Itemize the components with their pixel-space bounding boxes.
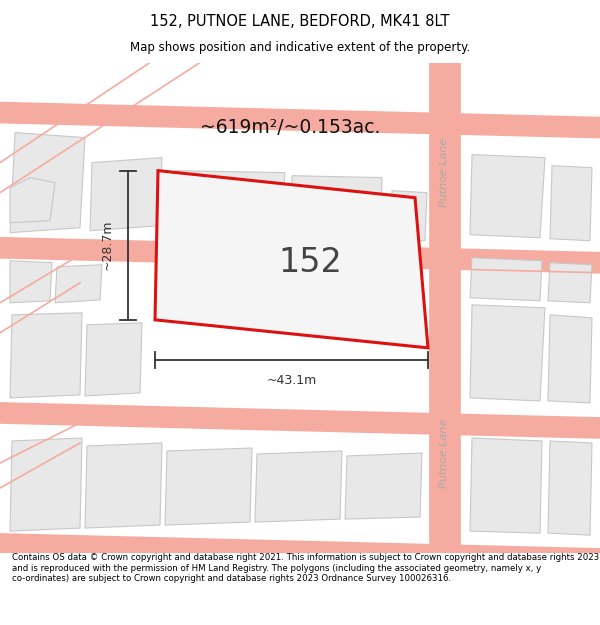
Polygon shape bbox=[0, 102, 600, 138]
Polygon shape bbox=[548, 315, 592, 403]
Text: Putnoe Lane: Putnoe Lane bbox=[439, 418, 449, 488]
Polygon shape bbox=[10, 261, 52, 302]
Text: Contains OS data © Crown copyright and database right 2021. This information is : Contains OS data © Crown copyright and d… bbox=[12, 553, 599, 583]
Polygon shape bbox=[170, 171, 285, 235]
Polygon shape bbox=[85, 323, 142, 396]
Polygon shape bbox=[548, 441, 592, 535]
Polygon shape bbox=[10, 177, 55, 222]
Polygon shape bbox=[0, 403, 600, 438]
Text: Putnoe Lane: Putnoe Lane bbox=[439, 138, 449, 208]
Polygon shape bbox=[10, 438, 82, 531]
Polygon shape bbox=[345, 453, 422, 519]
Polygon shape bbox=[548, 262, 592, 302]
Polygon shape bbox=[10, 132, 85, 232]
Text: 152, PUTNOE LANE, BEDFORD, MK41 8LT: 152, PUTNOE LANE, BEDFORD, MK41 8LT bbox=[150, 14, 450, 29]
Polygon shape bbox=[470, 305, 545, 401]
Polygon shape bbox=[470, 154, 545, 238]
Polygon shape bbox=[390, 191, 427, 241]
Text: ~28.7m: ~28.7m bbox=[101, 220, 114, 271]
Text: 152: 152 bbox=[278, 246, 342, 279]
Text: Map shows position and indicative extent of the property.: Map shows position and indicative extent… bbox=[130, 41, 470, 54]
Polygon shape bbox=[90, 158, 162, 231]
Polygon shape bbox=[165, 448, 252, 525]
Text: ~619m²/~0.153ac.: ~619m²/~0.153ac. bbox=[200, 118, 380, 137]
Polygon shape bbox=[550, 166, 592, 241]
Polygon shape bbox=[290, 176, 382, 238]
Polygon shape bbox=[0, 533, 600, 568]
Polygon shape bbox=[470, 258, 542, 301]
Text: ~43.1m: ~43.1m bbox=[266, 374, 317, 387]
Polygon shape bbox=[470, 438, 542, 533]
Polygon shape bbox=[0, 238, 600, 272]
Polygon shape bbox=[10, 313, 82, 398]
Polygon shape bbox=[430, 62, 460, 553]
Polygon shape bbox=[255, 451, 342, 522]
Polygon shape bbox=[85, 443, 162, 528]
Polygon shape bbox=[55, 265, 102, 302]
Polygon shape bbox=[155, 171, 428, 348]
